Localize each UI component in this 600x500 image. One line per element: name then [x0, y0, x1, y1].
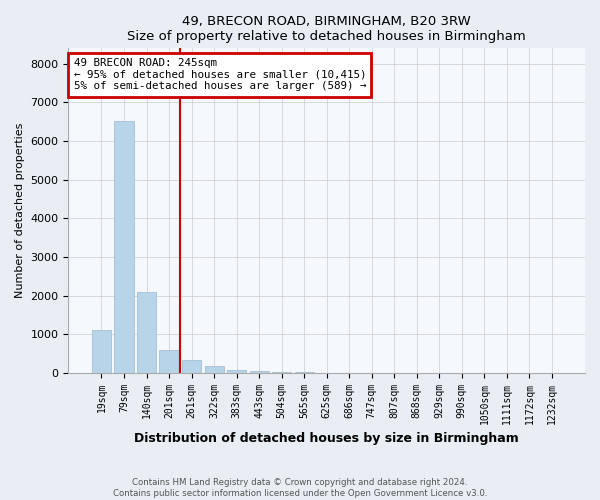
Text: Contains HM Land Registry data © Crown copyright and database right 2024.
Contai: Contains HM Land Registry data © Crown c…: [113, 478, 487, 498]
Bar: [182, 360, 201, 373]
Text: 49 BRECON ROAD: 245sqm
← 95% of detached houses are smaller (10,415)
5% of semi-: 49 BRECON ROAD: 245sqm ← 95% of detached…: [74, 58, 366, 92]
Bar: [250, 371, 269, 373]
Bar: [205, 366, 224, 373]
Bar: [115, 121, 134, 373]
Bar: [92, 330, 111, 373]
Bar: [272, 372, 291, 373]
Bar: [227, 370, 246, 373]
Y-axis label: Number of detached properties: Number of detached properties: [15, 123, 25, 298]
Title: 49, BRECON ROAD, BIRMINGHAM, B20 3RW
Size of property relative to detached house: 49, BRECON ROAD, BIRMINGHAM, B20 3RW Siz…: [127, 15, 526, 43]
Bar: [137, 292, 156, 373]
Bar: [160, 350, 179, 373]
X-axis label: Distribution of detached houses by size in Birmingham: Distribution of detached houses by size …: [134, 432, 519, 445]
Bar: [295, 372, 314, 373]
